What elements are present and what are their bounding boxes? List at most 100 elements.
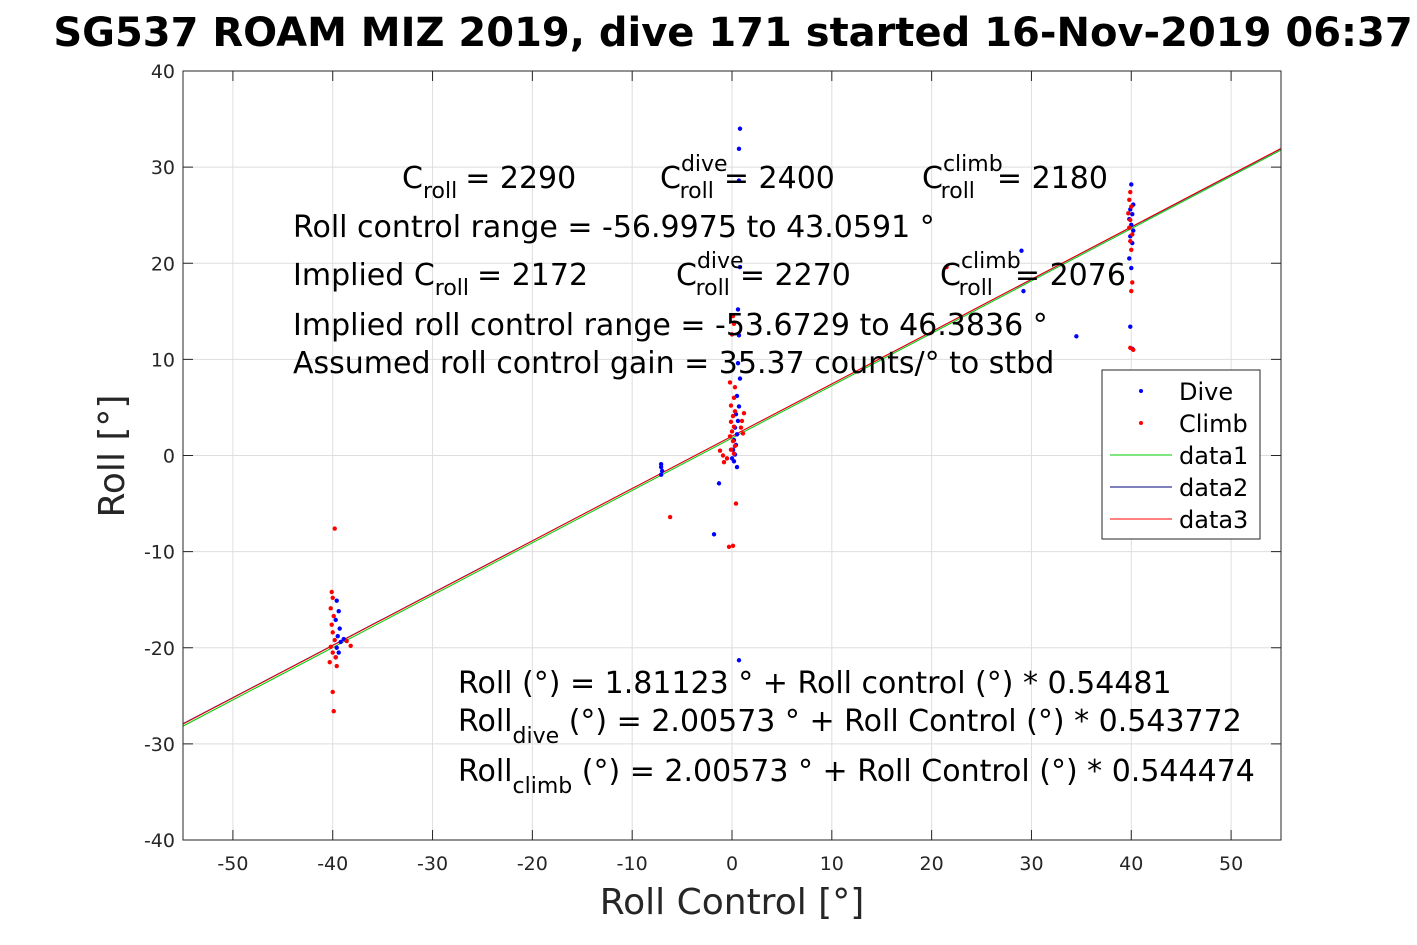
climb-point	[720, 453, 726, 458]
dive-point	[736, 178, 742, 183]
x-tick-label: 50	[1219, 853, 1243, 875]
annotation-gain: Assumed roll control gain = 35.37 counts…	[293, 346, 1054, 381]
annotation-c-dive: Cdive roll = 2400	[660, 152, 835, 204]
y-tick-label: -30	[144, 734, 175, 756]
dive-point	[734, 464, 740, 470]
scatter-points	[327, 126, 1136, 714]
dive-point	[736, 658, 742, 663]
x-tick-label: -30	[417, 853, 448, 875]
legend-label-data1: data1	[1179, 442, 1248, 470]
climb-point	[728, 403, 734, 408]
dive-point	[737, 376, 743, 381]
dive-point	[736, 146, 742, 152]
climb-point	[730, 413, 736, 419]
x-tick-label: -50	[217, 853, 248, 875]
dive-point	[1130, 212, 1135, 217]
legend-marker-dive	[1139, 389, 1143, 393]
climb-point	[731, 321, 737, 327]
climb-point	[730, 543, 736, 549]
dive-point	[735, 307, 741, 312]
climb-point	[733, 501, 739, 506]
climb-point	[727, 434, 733, 439]
climb-point	[1130, 232, 1135, 237]
climb-point	[332, 526, 337, 531]
dive-point	[735, 361, 741, 366]
climb-point	[732, 385, 738, 390]
climb-point	[329, 622, 334, 627]
annotation-implied-range: Implied roll control range = -53.6729 to…	[293, 308, 1048, 343]
climb-point	[1127, 225, 1132, 230]
dive-point	[338, 639, 343, 645]
climb-point	[330, 689, 335, 695]
dive-point	[336, 609, 341, 614]
dive-point	[1128, 324, 1133, 329]
x-tick-label: 40	[1119, 853, 1143, 875]
y-tick-label: -20	[144, 638, 175, 660]
climb-point	[944, 264, 949, 270]
legend-marker-climb	[1139, 421, 1143, 425]
x-tick-label: -40	[317, 853, 348, 875]
climb-point	[726, 544, 732, 550]
climb-point	[334, 663, 339, 669]
dive-point	[337, 626, 342, 631]
climb-point	[332, 637, 337, 643]
climb-point	[330, 630, 335, 635]
dive-point	[1129, 182, 1134, 187]
climb-point	[728, 447, 734, 452]
climb-point	[727, 380, 733, 385]
climb-point	[724, 456, 730, 461]
climb-point	[741, 411, 747, 416]
dive-point	[711, 532, 717, 537]
dive-point	[1131, 228, 1136, 233]
dive-point	[737, 264, 743, 270]
climb-point	[1128, 217, 1133, 223]
climb-point	[1128, 238, 1133, 244]
chart-title: SG537 ROAM MIZ 2019, dive 171 started 16…	[53, 10, 1412, 56]
annotation-fit-climb: Rollclimb (°) = 2.00573 ° + Roll Control…	[458, 754, 1255, 799]
climb-point	[344, 638, 349, 644]
climb-point	[732, 443, 738, 449]
legend-label-data2: data2	[1179, 474, 1248, 502]
annotation-roll-range: Roll control range = -56.9975 to 43.0591…	[293, 210, 935, 245]
climb-point	[1128, 189, 1133, 195]
climb-point	[333, 655, 338, 660]
y-tick-label: 20	[151, 253, 175, 275]
climb-point	[1129, 288, 1134, 294]
x-tick-label: 0	[726, 853, 738, 875]
dive-point	[1019, 248, 1024, 253]
dive-point	[334, 598, 339, 603]
climb-point	[1129, 204, 1134, 209]
annotation-implied-c-dive: Cdive roll = 2270	[676, 249, 851, 301]
dive-point	[734, 432, 740, 437]
x-tick-label: -20	[517, 853, 548, 875]
annotation-fit-dive: Rolldive (°) = 2.00573 ° + Roll Control …	[458, 704, 1242, 749]
dive-point	[737, 126, 743, 131]
x-axis-label: Roll Control [°]	[600, 882, 865, 923]
climb-point	[331, 613, 336, 619]
dive-point	[1021, 288, 1026, 294]
x-tick-label: 10	[820, 853, 844, 875]
y-tick-label: -10	[144, 542, 175, 564]
annotation-implied-c-climb: Cclimb roll = 2076	[940, 249, 1126, 301]
climb-point	[732, 409, 738, 414]
climb-point	[731, 451, 737, 456]
climb-point	[330, 650, 335, 655]
dive-point	[1129, 265, 1134, 271]
dive-point	[736, 333, 742, 338]
climb-point	[329, 589, 334, 595]
dive-point	[658, 472, 664, 477]
climb-point	[740, 431, 746, 436]
climb-point	[328, 644, 333, 649]
axis-ticks: -50 -40 -30 -20 -10 0 10 20 30 40 50 -40 -30 -20 -10 0 1…	[144, 61, 1281, 875]
climb-point	[1129, 247, 1134, 252]
climb-point	[1126, 211, 1131, 216]
climb-point	[731, 424, 737, 429]
climb-point	[717, 448, 723, 453]
climb-point	[729, 429, 735, 434]
y-tick-label: -40	[144, 830, 175, 852]
climb-point	[728, 419, 734, 425]
dive-point	[659, 468, 665, 474]
y-tick-label: 40	[151, 61, 175, 83]
x-tick-label: -10	[617, 853, 648, 875]
x-tick-label: 20	[920, 853, 944, 875]
